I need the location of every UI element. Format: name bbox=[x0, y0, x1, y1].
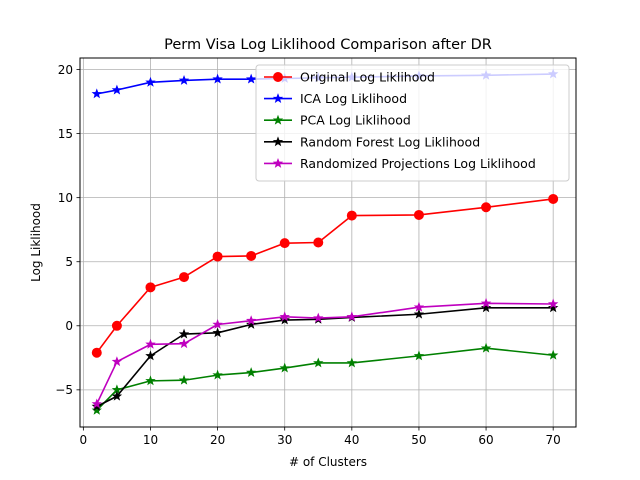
data-point bbox=[413, 301, 425, 312]
y-tick-label: 0 bbox=[65, 319, 73, 333]
data-point bbox=[279, 238, 290, 249]
series-lines bbox=[91, 68, 559, 415]
x-tick-label: 60 bbox=[478, 433, 493, 447]
data-point bbox=[313, 357, 324, 368]
data-point bbox=[178, 338, 190, 349]
data-point bbox=[145, 350, 156, 361]
data-point bbox=[246, 250, 257, 261]
data-point bbox=[245, 367, 257, 377]
legend-item: Randomized Projections Log Liklihood bbox=[264, 156, 536, 171]
data-point bbox=[212, 369, 223, 380]
data-point bbox=[91, 398, 102, 409]
y-tick-label: −5 bbox=[55, 383, 73, 397]
data-point bbox=[91, 347, 102, 358]
legend-marker bbox=[272, 136, 284, 147]
data-point bbox=[178, 374, 190, 385]
x-tick-label: 50 bbox=[411, 433, 426, 447]
data-point bbox=[111, 356, 123, 367]
data-point bbox=[212, 251, 223, 262]
data-point bbox=[145, 76, 156, 87]
data-point bbox=[111, 390, 123, 401]
legend-marker bbox=[273, 72, 283, 82]
legend-label: Random Forest Log Liklihood bbox=[300, 134, 480, 149]
data-point bbox=[279, 362, 290, 373]
pca-log-liklihood-series bbox=[91, 342, 559, 415]
legend-item: ICA Log Liklihood bbox=[264, 91, 407, 106]
legend-marker bbox=[272, 93, 284, 104]
y-tick-label: 20 bbox=[58, 63, 73, 77]
data-point bbox=[547, 349, 559, 360]
data-point bbox=[91, 88, 102, 99]
data-point bbox=[145, 338, 156, 349]
data-point bbox=[91, 404, 102, 415]
x-tick-label: 70 bbox=[546, 433, 561, 447]
data-point bbox=[111, 84, 123, 95]
data-point bbox=[548, 193, 559, 204]
data-point bbox=[346, 210, 357, 221]
data-point bbox=[245, 73, 257, 84]
x-tick-label: 0 bbox=[80, 433, 88, 447]
data-point bbox=[212, 73, 223, 84]
data-point bbox=[179, 272, 190, 283]
randomized-projections-log-liklihood-series bbox=[91, 297, 559, 409]
chart-title: Perm Visa Log Liklihood Comparison after… bbox=[164, 37, 492, 53]
data-point bbox=[111, 320, 122, 331]
data-point bbox=[245, 319, 257, 329]
y-tick-label: 15 bbox=[58, 127, 73, 141]
data-point bbox=[480, 297, 492, 308]
legend-label: ICA Log Liklihood bbox=[300, 91, 407, 106]
x-axis-label: # of Clusters bbox=[289, 455, 367, 469]
data-point bbox=[178, 328, 190, 339]
randomized-projections-log-liklihood-line bbox=[96, 302, 554, 405]
data-point bbox=[145, 282, 156, 293]
data-point bbox=[480, 342, 492, 353]
data-point bbox=[346, 357, 358, 368]
legend-item: PCA Log Liklihood bbox=[264, 113, 411, 128]
data-point bbox=[481, 202, 492, 213]
data-point bbox=[212, 327, 223, 338]
data-point bbox=[178, 74, 190, 85]
data-point bbox=[313, 237, 324, 248]
data-point bbox=[212, 319, 223, 329]
data-point bbox=[313, 312, 324, 323]
axis-ticks: 0 10 20 30 40 50 60 70 −5 0 5 10 15 20 bbox=[55, 63, 561, 447]
y-tick-label: 10 bbox=[58, 191, 73, 205]
data-point bbox=[245, 315, 257, 326]
data-point bbox=[145, 375, 156, 386]
legend-marker bbox=[272, 157, 284, 168]
original-log-liklihood-line bbox=[96, 198, 554, 354]
original-log-liklihood-series bbox=[91, 193, 559, 358]
data-point bbox=[413, 308, 425, 319]
x-tick-label: 30 bbox=[277, 433, 292, 447]
data-point bbox=[346, 311, 358, 322]
data-point bbox=[547, 302, 559, 313]
legend-box bbox=[255, 64, 570, 182]
data-point bbox=[547, 298, 559, 309]
legend-label: PCA Log Liklihood bbox=[300, 113, 411, 128]
pca-log-liklihood-line bbox=[96, 347, 554, 411]
legend-label: Randomized Projections Log Liklihood bbox=[300, 156, 536, 171]
legend-label: Original Log Liklihood bbox=[300, 70, 435, 85]
y-tick-label: 5 bbox=[65, 255, 73, 269]
data-point bbox=[413, 209, 424, 220]
x-tick-label: 40 bbox=[344, 433, 359, 447]
legend-marker bbox=[272, 114, 284, 125]
legend-item: Random Forest Log Liklihood bbox=[264, 134, 480, 149]
data-point bbox=[413, 350, 425, 361]
random-forest-log-liklihood-series bbox=[91, 302, 559, 411]
x-tick-label: 20 bbox=[210, 433, 225, 447]
x-tick-label: 10 bbox=[143, 433, 158, 447]
data-point bbox=[279, 311, 290, 322]
data-point bbox=[279, 314, 290, 325]
axes-frame bbox=[79, 57, 577, 428]
legend: Original Log Liklihood ICA Log Liklihood P… bbox=[255, 64, 570, 182]
random-forest-log-liklihood-line bbox=[96, 307, 554, 408]
y-axis-label: Log Liklihood bbox=[29, 203, 43, 282]
data-point bbox=[480, 302, 492, 313]
legend-item: Original Log Liklihood bbox=[264, 70, 435, 85]
